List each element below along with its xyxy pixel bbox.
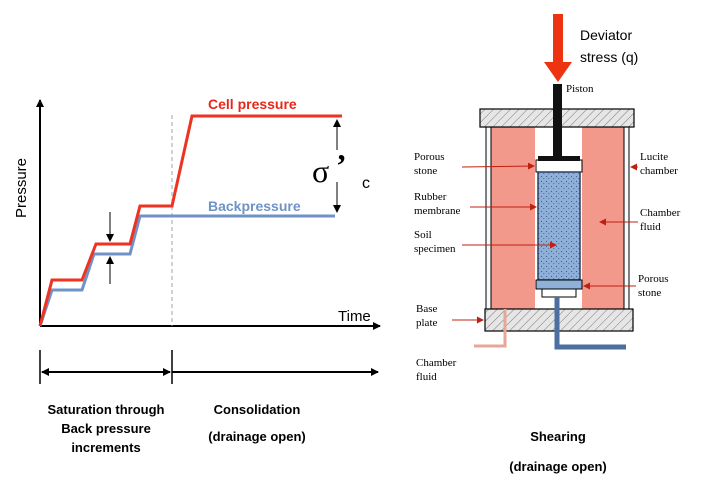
soil-specimen [537,171,581,281]
base-plate-label-1: Base [416,303,438,315]
cell-pressure-line [38,114,342,327]
piston-label: Piston [566,83,594,95]
pressure-time-chart: Pressure Time Cell pressure Backpressure… [13,96,381,455]
lucite-wall-right [623,126,630,310]
chamber-fluid-left-label-2: fluid [416,371,437,383]
drainage-pipe [554,297,626,350]
chamber-fluid-pipe [474,309,507,348]
pointer-porous-top [461,162,535,170]
sigma-symbol: σ [312,153,329,189]
shearing-caption-line2: (drainage open) [509,459,607,474]
rubber-membrane-label-1: Rubber [414,191,447,203]
porous-stone-bottom-label-1: Porous [638,273,669,285]
lucite-wall-left [485,126,492,310]
stage2-label: Consolidation (drainage open) [208,402,306,444]
lucite-chamber-label-2: chamber [640,165,678,177]
chamber-fluid-left-label-1: Chamber [416,357,457,369]
top-platen [538,156,580,161]
chamber-fluid-right-label-2: fluid [640,221,661,233]
chamber-fluid-right-block [582,127,626,309]
chamber-fluid-left-block [490,127,535,309]
deviator-label-line2: stress (q) [580,49,638,65]
stage1-line2: Back pressure [61,421,151,436]
porous-stone-top-label-1: Porous [414,151,445,163]
sigma-prime: ’ [336,147,347,183]
bottom-pedestal [541,288,577,298]
lucite-chamber-label-1: Lucite [640,151,668,163]
porous-stone-top-label-2: stone [414,165,437,177]
deviator-arrow-shaft [553,14,563,64]
porous-stone-top [535,159,583,173]
stage2-line2: (drainage open) [208,429,306,444]
piston-rod [553,84,562,156]
y-axis-label: Pressure [13,158,30,218]
soil-specimen-label-1: Soil [414,229,432,241]
deviator-arrow-head [544,62,572,82]
stage1-label: Saturation through Back pressure increme… [48,402,165,455]
sigma-subscript: c [362,175,370,192]
shearing-caption-line1: Shearing [530,429,586,444]
backpressure-line [38,214,335,327]
triaxial-apparatus: Deviator stress (q) Piston Porous stone [414,14,681,474]
chamber-fluid-right-label-1: Chamber [640,207,681,219]
porous-stone-bottom [535,279,583,290]
shearing-caption: Shearing (drainage open) [509,429,607,474]
cell-pressure-label: Cell pressure [208,96,297,112]
x-axis-label: Time [338,308,371,325]
base-plate-label-2: plate [416,317,437,329]
stage2-line1: Consolidation [214,402,301,417]
porous-stone-bottom-label-2: stone [638,287,661,299]
stage1-line1: Saturation through [48,402,165,417]
rubber-membrane-label-2: membrane [414,205,461,217]
stage1-line3: increments [71,440,140,455]
soil-specimen-label-2: specimen [414,243,456,255]
deviator-label-line1: Deviator [580,27,632,43]
backpressure-label: Backpressure [208,198,301,214]
